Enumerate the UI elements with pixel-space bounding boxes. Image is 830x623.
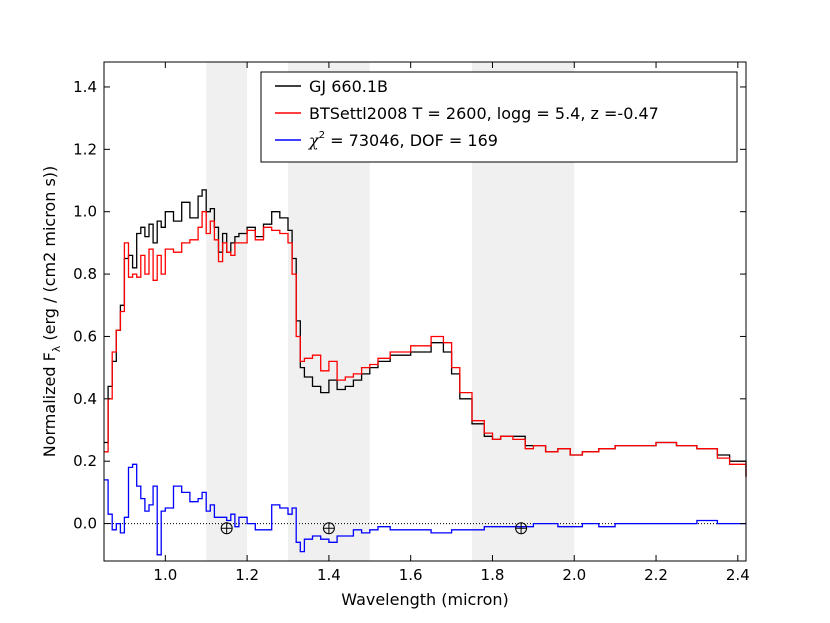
y-tick-label: 1.0 (73, 203, 97, 221)
x-tick-label: 1.8 (481, 566, 505, 584)
y-axis-label-subscript: λ (50, 345, 63, 352)
telluric-markers (220, 522, 528, 535)
x-tick-label: 1.2 (235, 566, 259, 584)
legend-chi-superscript: 2 (319, 130, 325, 141)
y-axis-label-main: Normalized F (40, 352, 59, 457)
legend-box (260, 71, 738, 163)
legend-label: χ2 = 73046, DOF = 169 (308, 130, 498, 150)
legend: GJ 660.1B BTSettl2008 T = 2600, logg = 5.… (260, 71, 738, 163)
legend-item-3: χ2 = 73046, DOF = 169 (275, 130, 498, 150)
y-tick-label: 0.6 (73, 327, 97, 345)
y-tick-label: 0.2 (73, 452, 97, 470)
y-tick-label: 1.2 (73, 140, 97, 158)
y-axis-label: Normalized Fλ (erg / (cm2 micron s)) (40, 166, 63, 458)
legend-chi-text: = 73046, DOF = 169 (325, 131, 498, 150)
series-line-2 (104, 211, 747, 477)
telluric-marker-3 (515, 522, 528, 535)
telluric-marker-2 (322, 522, 335, 535)
x-tick-label: 1.0 (153, 566, 177, 584)
y-tick-label: 0.4 (73, 390, 97, 408)
series-line-1 (104, 189, 747, 477)
series-line-3 (104, 463, 746, 556)
legend-item-1: GJ 660.1B (275, 77, 388, 96)
y-tick-label: 1.4 (73, 78, 97, 96)
legend-item-2: BTSettl2008 T = 2600, logg = 5.4, z =-0.… (275, 104, 659, 123)
x-tick-label: 2.2 (644, 566, 668, 584)
y-tick-label: 0.8 (73, 265, 97, 283)
plot-frame (103, 61, 747, 562)
y-tick-label: 0.0 (73, 515, 97, 533)
legend-chi-symbol: χ (308, 131, 320, 150)
x-tick-label: 2.4 (726, 566, 750, 584)
x-axis-label: Wavelength (micron) (341, 590, 508, 609)
axis-ticks: 1.0 1.2 1.4 1.6 1.8 2.0 2.2 2.4 0.0 0.2 0.4 0.6 0.8 1… (73, 62, 750, 584)
x-tick-label: 1.4 (317, 566, 341, 584)
legend-label: GJ 660.1B (309, 77, 388, 96)
shaded-band-1 (206, 62, 248, 561)
telluric-marker-1 (220, 522, 233, 535)
series-lines (104, 189, 747, 556)
y-axis-label-units: (erg / (cm2 micron s)) (40, 166, 59, 346)
x-tick-label: 2.0 (562, 566, 586, 584)
legend-label: BTSettl2008 T = 2600, logg = 5.4, z =-0.… (309, 104, 659, 123)
x-tick-label: 1.6 (399, 566, 423, 584)
